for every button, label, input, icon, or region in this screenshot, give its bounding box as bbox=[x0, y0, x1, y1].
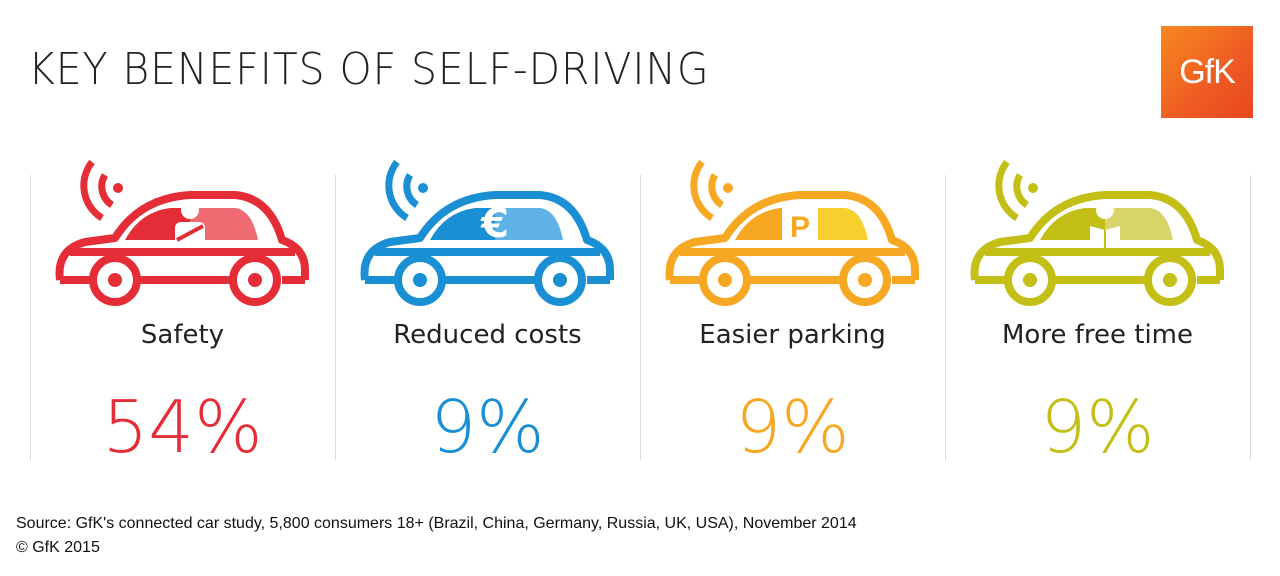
page-title: KEY BENEFITS OF SELF-DRIVING bbox=[28, 44, 710, 95]
signal-arc bbox=[403, 173, 420, 208]
divider bbox=[30, 175, 31, 460]
reading-person-icon bbox=[1090, 201, 1120, 248]
front-hub bbox=[108, 273, 122, 287]
front-hub bbox=[718, 273, 732, 287]
person-head bbox=[1096, 201, 1114, 219]
safety-car-icon bbox=[55, 159, 309, 306]
reduced-costs-car-icon: € bbox=[360, 159, 614, 306]
seatbelt-person-icon bbox=[175, 201, 205, 246]
signal-icon bbox=[385, 159, 428, 221]
signal-arc bbox=[385, 159, 409, 221]
signal-icon bbox=[690, 159, 733, 221]
front-window bbox=[125, 208, 190, 240]
benefit-label: More free time bbox=[1002, 320, 1193, 350]
signal-dot bbox=[1028, 183, 1038, 193]
benefit-label: Reduced costs bbox=[393, 320, 582, 350]
signal-arc bbox=[1013, 173, 1030, 208]
signal-icon bbox=[995, 159, 1038, 221]
parking-icon: P bbox=[790, 211, 810, 244]
signal-arc bbox=[995, 159, 1019, 221]
rear-hub bbox=[248, 273, 262, 287]
divider bbox=[945, 175, 946, 460]
benefit-card-reduced-costs: € Reduced costs 9% bbox=[335, 159, 640, 469]
rear-window bbox=[190, 208, 258, 240]
parking-sign bbox=[782, 206, 818, 246]
divider bbox=[335, 175, 336, 460]
euro-icon: € bbox=[480, 201, 509, 247]
source-note: Source: GfK's connected car study, 5,800… bbox=[16, 512, 857, 560]
benefit-label: Easier parking bbox=[699, 320, 886, 350]
rear-window bbox=[1105, 208, 1173, 240]
source-text: Source: GfK's connected car study, 5,800… bbox=[16, 515, 857, 532]
signal-icon bbox=[80, 159, 123, 221]
benefit-value: 54% bbox=[102, 385, 263, 469]
benefit-value: 9% bbox=[430, 385, 545, 469]
benefit-value: 9% bbox=[1040, 385, 1155, 469]
car-body bbox=[970, 191, 1224, 281]
front-window bbox=[1040, 208, 1105, 240]
signal-arc bbox=[690, 159, 714, 221]
signal-arc bbox=[708, 173, 725, 208]
person-head bbox=[181, 201, 199, 219]
seatbelt bbox=[176, 224, 204, 242]
car-body bbox=[55, 191, 309, 281]
benefit-value: 9% bbox=[735, 385, 850, 469]
car-body bbox=[665, 191, 919, 281]
divider bbox=[640, 175, 641, 460]
copyright-text: © GfK 2015 bbox=[16, 539, 100, 556]
signal-dot bbox=[418, 183, 428, 193]
gfk-logo: GfK bbox=[1161, 26, 1253, 118]
divider bbox=[1250, 175, 1251, 460]
rear-hub bbox=[1163, 273, 1177, 287]
front-hub bbox=[1023, 273, 1037, 287]
front-window bbox=[430, 208, 495, 240]
rear-hub bbox=[858, 273, 872, 287]
benefit-card-more-free-time: More free time 9% bbox=[945, 159, 1250, 469]
signal-arc bbox=[98, 173, 115, 208]
rear-window bbox=[495, 208, 563, 240]
signal-dot bbox=[113, 183, 123, 193]
front-hub bbox=[413, 273, 427, 287]
easier-parking-car-icon: P bbox=[665, 159, 919, 306]
rear-hub bbox=[553, 273, 567, 287]
benefit-card-safety: Safety 54% bbox=[30, 159, 335, 469]
more-free-time-car-icon bbox=[970, 159, 1224, 306]
benefit-label: Safety bbox=[140, 320, 225, 350]
benefit-card-easier-parking: P Easier parking 9% bbox=[640, 159, 945, 469]
signal-dot bbox=[723, 183, 733, 193]
car-body bbox=[360, 191, 614, 281]
signal-arc bbox=[80, 159, 104, 221]
